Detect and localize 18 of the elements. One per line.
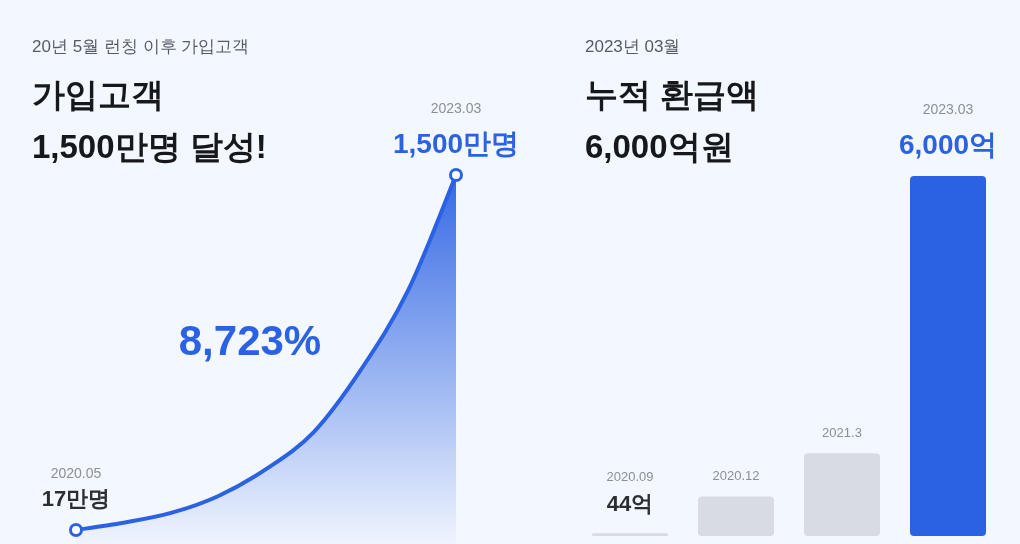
data-label: 6,000억: [898, 129, 998, 160]
annotation: 2020.12: [712, 468, 760, 484]
chart-title: 누적 환급액 6,000억원: [585, 76, 760, 165]
chart-title: 가입고객 1,500만명 달성!: [32, 76, 267, 165]
bar: [698, 496, 774, 536]
text: 2023.03: [430, 100, 482, 116]
annotation: 8,723%: [178, 317, 322, 364]
data-label: 1,500만명: [392, 128, 520, 159]
annotation: 2021.3: [822, 425, 862, 441]
bar: [910, 176, 986, 536]
chart-subtitle: 2023년 03월: [585, 37, 681, 56]
bar: [804, 453, 880, 536]
annotation: 2020.05: [50, 464, 102, 481]
annotation: 2020.09: [606, 469, 654, 485]
data-label: 17만명: [41, 485, 111, 511]
text: 2023.03: [922, 101, 974, 117]
data-label: 44억: [606, 491, 654, 517]
chart-subtitle: 20년 5월 런칭 이후 가입고객: [32, 37, 250, 56]
